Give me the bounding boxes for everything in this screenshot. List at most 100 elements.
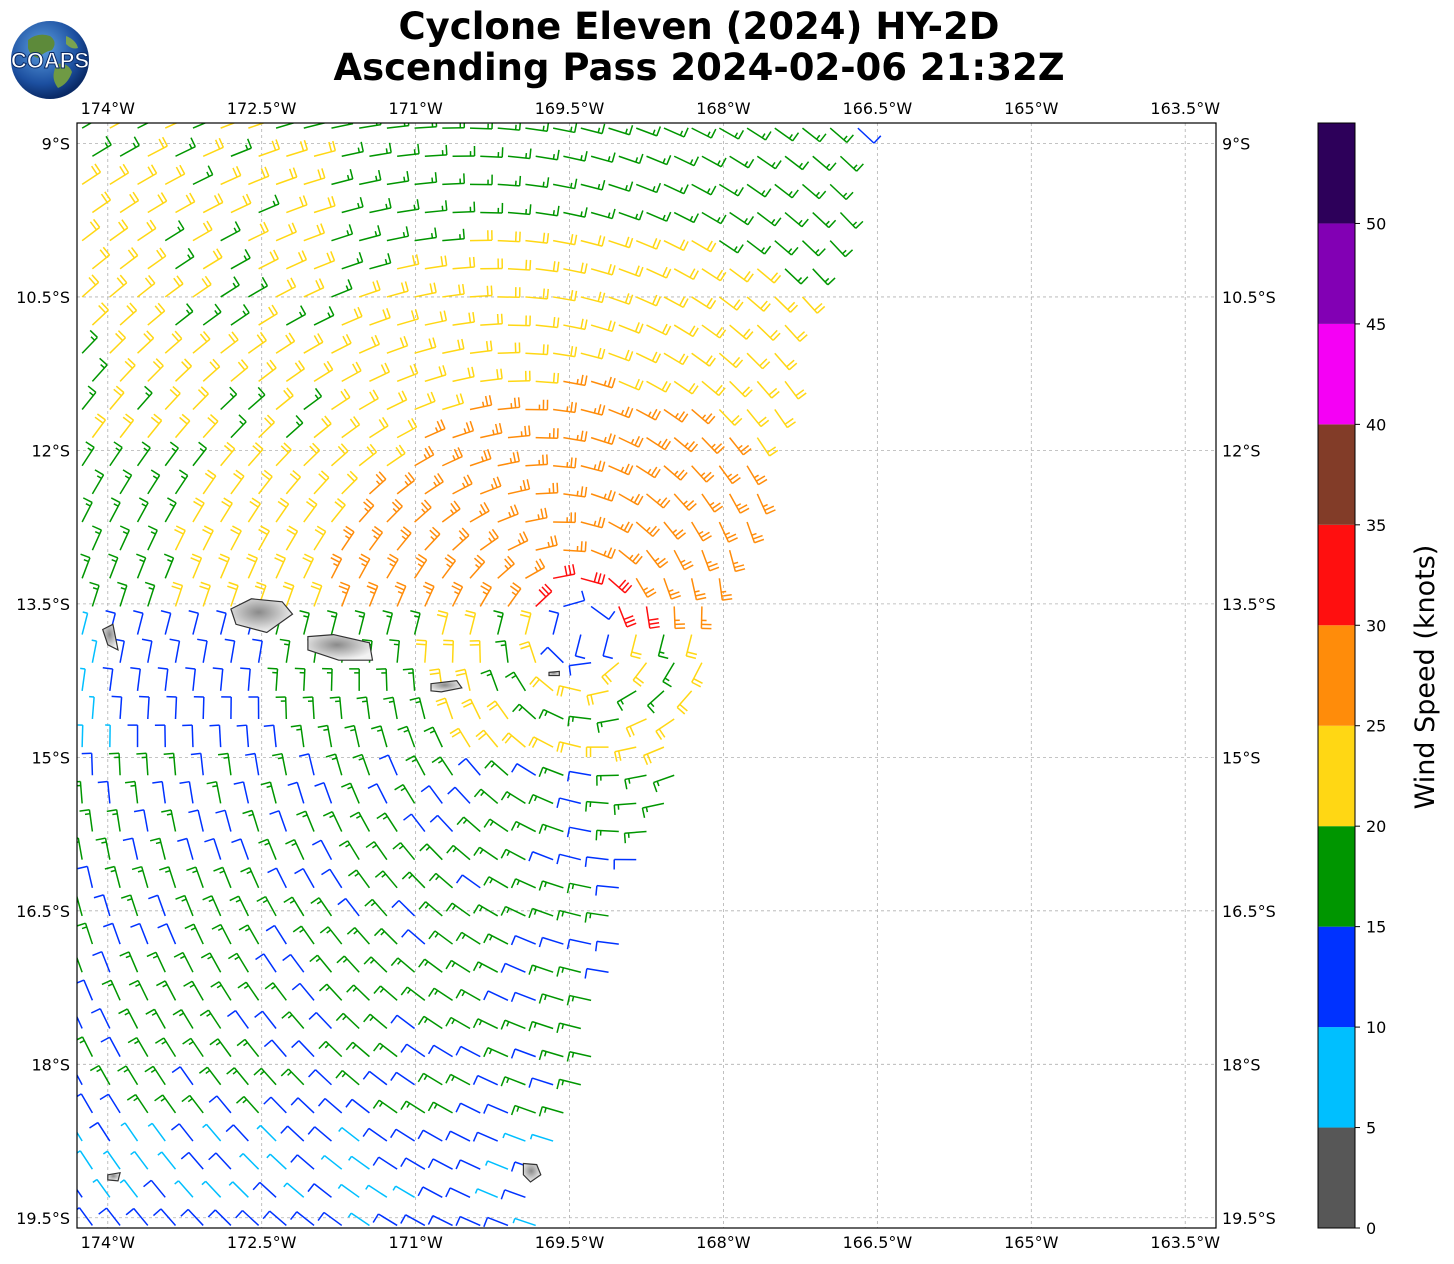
wind-barb-half-flag xyxy=(547,541,551,548)
wind-barb-flag xyxy=(688,503,697,511)
wind-barb xyxy=(691,127,717,139)
wind-barb-flag xyxy=(601,348,606,359)
wind-barb-flag xyxy=(632,679,642,687)
wind-barb-flag xyxy=(556,966,561,977)
wind-barb-flag xyxy=(264,982,274,990)
wind-barb-flag xyxy=(356,696,367,700)
wind-barb xyxy=(263,1096,287,1114)
wind-barb-half-flag xyxy=(727,473,733,478)
wind-barb-flag xyxy=(528,908,534,919)
wind-barb-flag xyxy=(319,926,329,934)
wind-barb-half-flag xyxy=(433,1103,438,1109)
wind-barb xyxy=(414,445,435,467)
wind-barb-flag xyxy=(117,1065,127,1072)
wind-barb-shaft xyxy=(192,338,211,354)
wind-barb-shaft xyxy=(396,263,419,270)
wind-barb xyxy=(452,201,476,214)
wind-barb-flag xyxy=(288,332,296,342)
wind-barb xyxy=(396,254,420,270)
wind-barb xyxy=(245,752,260,776)
wind-barb-flag xyxy=(428,987,435,997)
wind-barb-flag xyxy=(202,528,212,535)
wind-barb-half-flag xyxy=(315,957,321,963)
wind-barb-flag xyxy=(522,531,529,541)
wind-barb-flag xyxy=(274,194,280,205)
wind-barb-flag xyxy=(405,226,410,237)
wind-barb-flag xyxy=(510,1048,516,1059)
wind-barb-flag xyxy=(734,417,743,426)
wind-barb-half-flag xyxy=(700,472,706,477)
wind-barb-shaft xyxy=(202,585,211,607)
wind-barb xyxy=(290,1211,315,1227)
wind-barb xyxy=(397,725,416,748)
wind-barb xyxy=(538,708,564,720)
wind-barb-flag xyxy=(311,839,322,846)
wind-barb-flag xyxy=(458,530,467,539)
wind-barb-shaft xyxy=(137,337,155,354)
wind-barb-flag xyxy=(552,482,555,493)
wind-barb-flag xyxy=(570,290,574,301)
wind-barb-flag xyxy=(236,724,247,727)
wind-barb-flag xyxy=(415,557,425,564)
wind-barb-half-flag xyxy=(451,1019,456,1025)
wind-barb-shaft xyxy=(386,505,403,523)
wind-barb-shaft xyxy=(729,211,749,226)
wind-barb-flag xyxy=(332,140,337,151)
wind-barb-half-flag xyxy=(543,1051,547,1057)
wind-barb-flag xyxy=(327,610,338,614)
wind-barb-half-flag xyxy=(392,508,398,513)
wind-barb xyxy=(141,638,153,663)
wind-barb xyxy=(77,922,94,945)
wind-barb-half-flag xyxy=(122,531,128,535)
wind-barb-shaft xyxy=(111,923,121,945)
wind-barb-flag xyxy=(624,463,630,474)
wind-barb-shaft xyxy=(302,868,315,889)
wind-barb-half-flag xyxy=(83,558,89,563)
wind-barb xyxy=(160,610,172,635)
wind-barb-shaft xyxy=(402,784,416,804)
wind-barb xyxy=(746,183,772,198)
wind-barb-flag xyxy=(436,613,447,618)
wind-barb-half-flag xyxy=(243,255,248,261)
wind-barb xyxy=(157,667,169,691)
colorbar-bin xyxy=(1318,625,1355,726)
wind-barb-flag xyxy=(610,548,616,559)
wind-barb xyxy=(663,127,689,138)
wind-barb xyxy=(336,955,360,973)
wind-barb-half-flag xyxy=(519,485,523,491)
wind-barb-shaft xyxy=(396,318,419,326)
wind-barb xyxy=(528,907,554,919)
wind-barb xyxy=(538,766,564,777)
wind-barb xyxy=(580,347,606,360)
wind-barb-half-flag xyxy=(415,700,421,704)
wind-barb-flag xyxy=(98,304,107,314)
wind-barb xyxy=(174,1180,194,1198)
wind-barb-flag xyxy=(510,505,516,516)
wind-barb-shaft xyxy=(219,668,224,691)
island-outline xyxy=(548,670,560,677)
wind-barb-flag xyxy=(500,1076,506,1087)
wind-barb-half-flag xyxy=(537,514,540,520)
wind-barb-flag xyxy=(737,504,748,511)
wind-barb-shaft xyxy=(435,872,454,889)
wind-barb-flag xyxy=(817,248,826,257)
wind-barb xyxy=(246,553,258,579)
wind-barb-flag xyxy=(461,527,470,536)
wind-barb-half-flag xyxy=(372,844,377,849)
wind-barb-flag xyxy=(360,553,371,560)
wind-barb-flag xyxy=(764,188,772,198)
wind-barb-shaft xyxy=(330,504,346,523)
wind-barb-shaft xyxy=(487,1047,509,1058)
wind-barb-half-flag xyxy=(516,823,521,829)
wind-barb xyxy=(260,781,277,804)
wind-barb-flag xyxy=(378,471,387,480)
wind-barb xyxy=(480,476,502,495)
wind-barb xyxy=(108,553,119,579)
wind-barb xyxy=(535,482,559,495)
wind-barb xyxy=(376,668,388,691)
wind-barb-flag xyxy=(67,895,77,898)
wind-barb-flag xyxy=(446,554,456,562)
wind-barb-shaft xyxy=(461,931,481,945)
wind-barb xyxy=(89,695,95,720)
wind-barb-flag xyxy=(345,1098,353,1108)
